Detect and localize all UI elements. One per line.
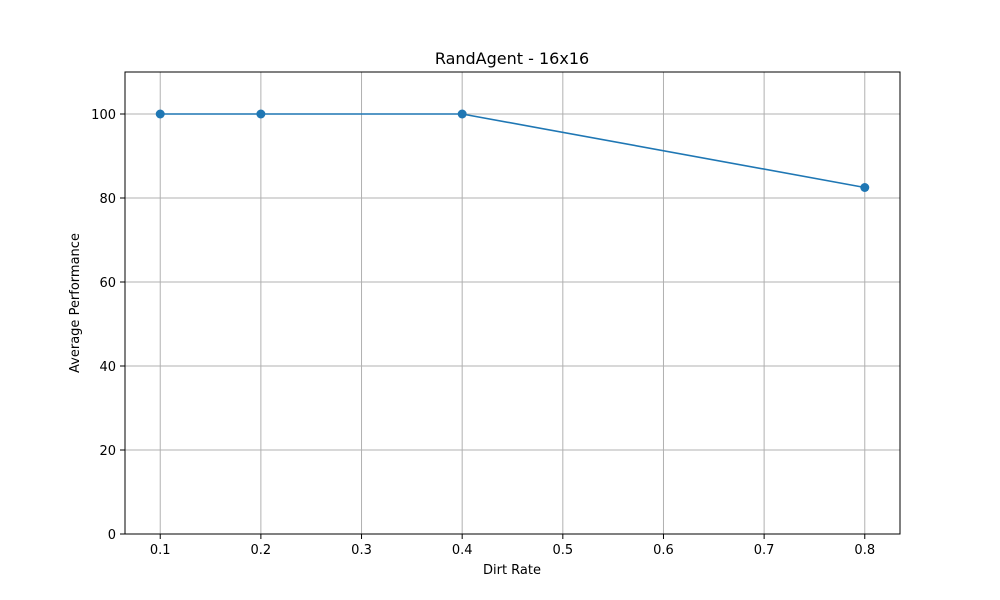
data-point [457,109,467,119]
y-tick-label: 20 [99,444,116,459]
y-axis-label: Average Performance [68,233,83,373]
grid-layer [125,72,900,535]
data-point [860,183,870,192]
x-tick-label: 0.8 [854,543,875,558]
y-tick-label: 0 [108,528,116,543]
x-axis-label: Dirt Rate [483,563,541,578]
series-line [160,113,865,189]
y-tick-label: 80 [99,192,116,207]
x-tick-label: 0.6 [653,543,674,558]
x-tick-label: 0.2 [251,543,272,558]
data-point [256,109,266,119]
chart-title: RandAgent - 16x16 [435,49,589,68]
x-tick-label: 0.4 [452,543,473,558]
y-tick-label: 100 [91,108,116,123]
y-axis-ticks: 0 20 40 60 80 100 [91,108,125,543]
y-tick-label: 60 [99,276,116,291]
x-tick-label: 0.7 [754,543,775,558]
y-tick-label: 40 [99,360,116,375]
x-axis-ticks: 0.1 0.2 0.3 0.4 0.5 0.6 0.7 0.8 [150,534,875,558]
plot-frame [124,71,901,535]
data-point [155,109,165,119]
x-tick-label: 0.3 [351,543,372,558]
series-layer [155,109,870,192]
x-tick-label: 0.1 [150,543,171,558]
x-tick-label: 0.5 [552,543,573,558]
